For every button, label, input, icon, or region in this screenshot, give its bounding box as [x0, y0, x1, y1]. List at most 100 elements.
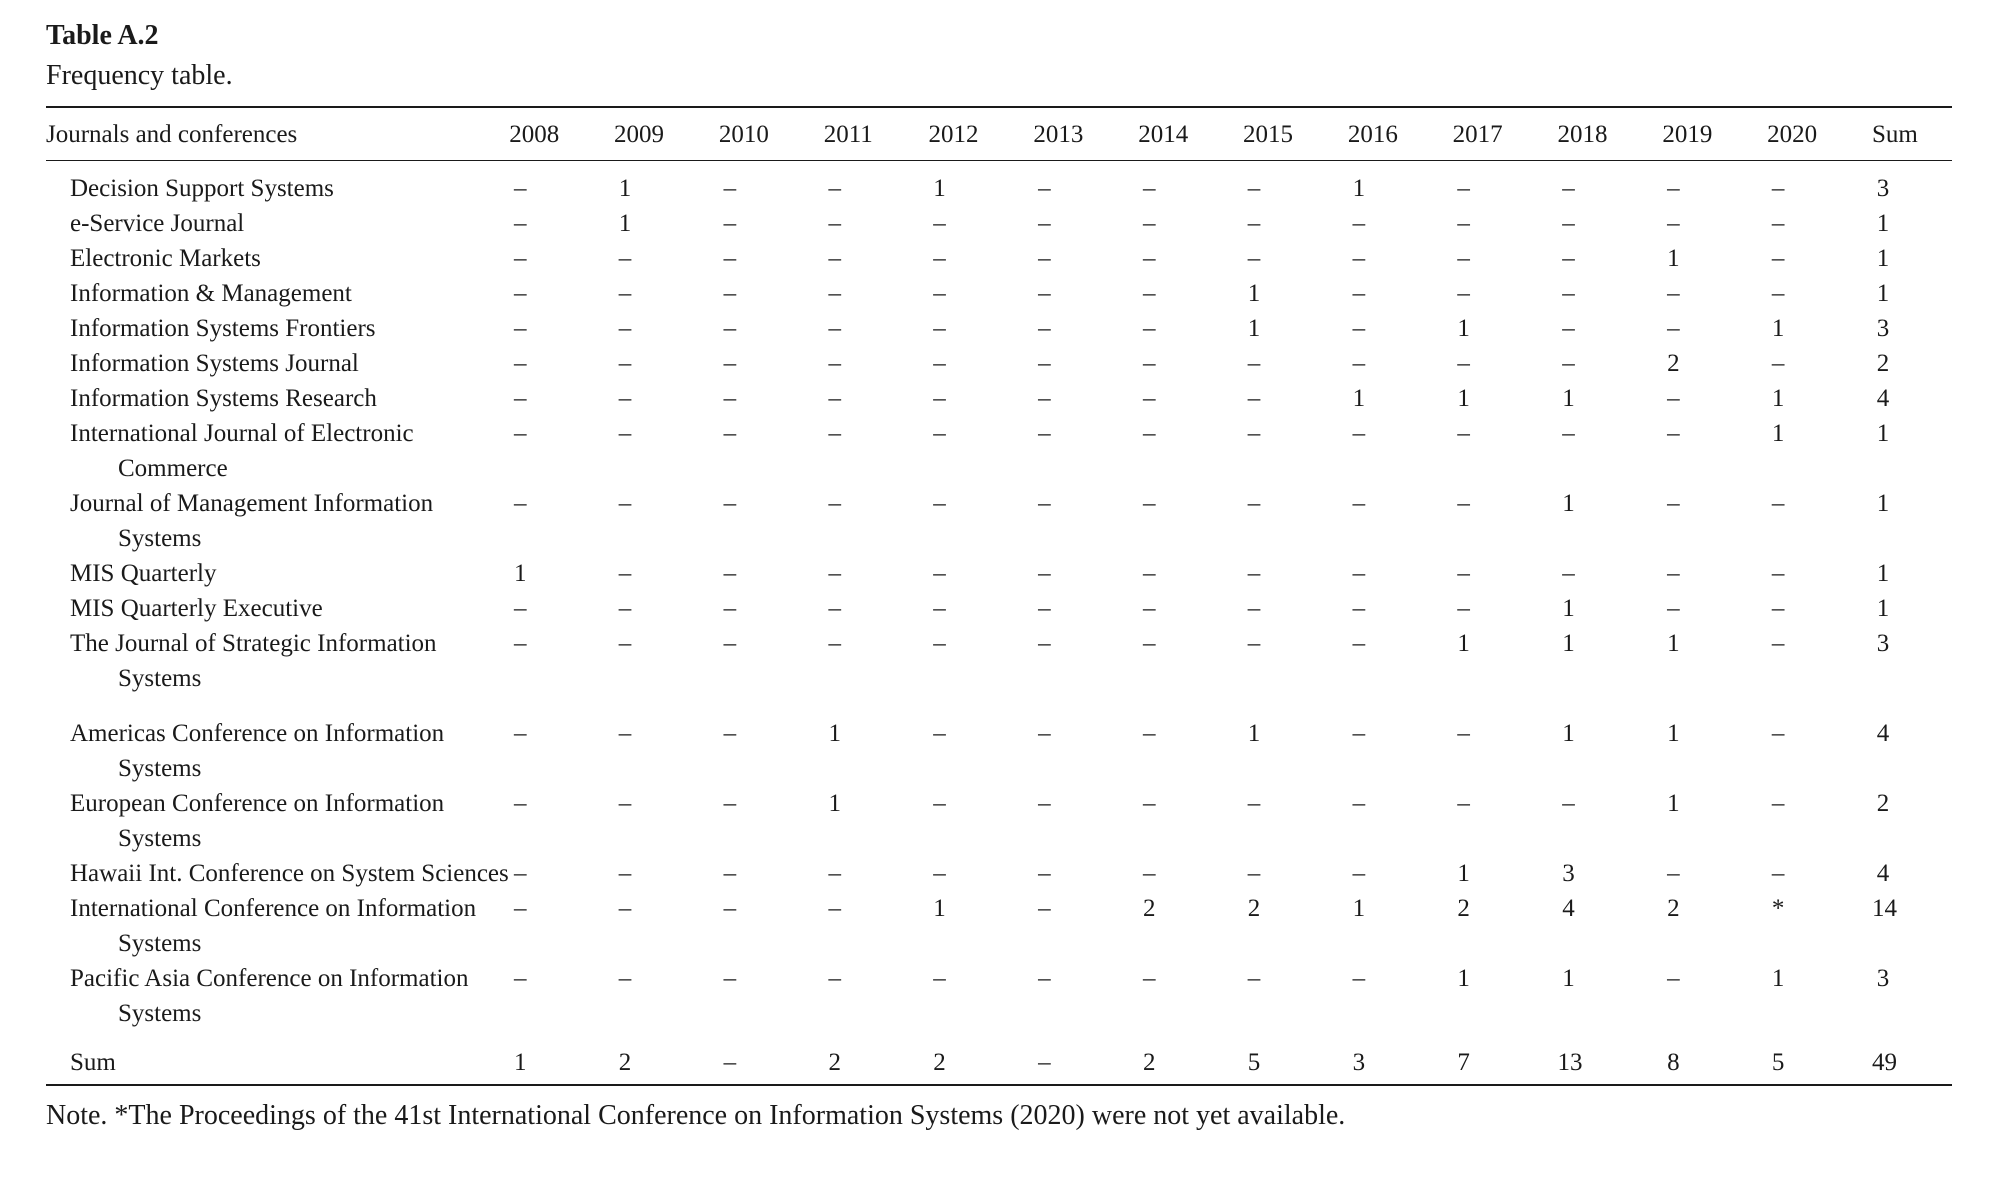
count-cell: –	[1247, 175, 1261, 202]
count-cell: –	[1247, 210, 1261, 237]
journal-row: Decision Support Systems – 1 – – 1 – – – 1 – – – – 3	[46, 161, 1952, 207]
count-cell: 7	[1457, 1049, 1470, 1076]
row-label: Journal of Management Information System…	[70, 490, 434, 552]
row-label: European Conference on Information Syste…	[70, 790, 445, 852]
count-cell: 1	[1352, 385, 1366, 412]
count-cell: –	[618, 280, 632, 307]
count-cell: –	[1142, 965, 1156, 992]
count-cell: 2	[933, 1049, 946, 1076]
count-cell: –	[723, 280, 737, 307]
count-cell: 1	[1247, 720, 1261, 747]
conference-row: European Conference on Information Syste…	[46, 786, 1952, 856]
header-year: 2011	[823, 106, 929, 161]
count-cell: –	[828, 895, 841, 922]
count-cell: –	[1352, 965, 1366, 992]
count-cell: –	[618, 720, 632, 747]
count-cell: –	[828, 595, 841, 622]
count-cell: –	[933, 490, 946, 517]
count-cell: 1	[828, 790, 841, 817]
row-label: Electronic Markets	[70, 245, 261, 272]
count-cell: –	[1142, 210, 1156, 237]
count-cell: –	[618, 350, 632, 377]
count-cell: –	[513, 595, 527, 622]
count-cell: –	[933, 965, 946, 992]
count-cell: –	[828, 245, 841, 272]
count-cell: –	[618, 420, 632, 447]
count-cell: –	[1038, 280, 1051, 307]
count-cell: 1	[1562, 595, 1575, 622]
count-cell: –	[1457, 210, 1470, 237]
count-cell: –	[513, 245, 527, 272]
count-cell: –	[1352, 595, 1366, 622]
count-cell: –	[1562, 315, 1575, 342]
sum-cell: 49	[1871, 1049, 1897, 1076]
count-cell: 3	[1562, 860, 1575, 887]
count-cell: –	[1038, 420, 1051, 447]
count-cell: 1	[1247, 280, 1261, 307]
count-cell: –	[1457, 595, 1470, 622]
table-body: Decision Support Systems – 1 – – 1 – – – 1 – – – – 3 e-…	[46, 161, 1952, 1086]
count-cell: –	[1771, 245, 1785, 272]
count-cell: –	[618, 595, 632, 622]
row-label: Information Systems Journal	[70, 350, 359, 377]
count-cell: 5	[1247, 1049, 1261, 1076]
count-cell: –	[1667, 315, 1680, 342]
header-year: 2016	[1347, 106, 1453, 161]
count-cell: –	[1142, 490, 1156, 517]
count-cell: 2	[1667, 350, 1680, 377]
count-cell: –	[723, 560, 737, 587]
count-cell: –	[618, 245, 632, 272]
count-cell: –	[618, 315, 632, 342]
count-cell: –	[618, 860, 632, 887]
count-cell: –	[933, 560, 946, 587]
count-cell: –	[618, 790, 632, 817]
count-cell: –	[723, 790, 737, 817]
header-label: Journals and conferences	[46, 106, 510, 161]
count-cell: –	[1667, 175, 1680, 202]
header-year: 2008	[509, 106, 615, 161]
count-cell: –	[723, 490, 737, 517]
count-cell: –	[1352, 420, 1366, 447]
count-cell: –	[1352, 245, 1366, 272]
count-cell: –	[828, 175, 841, 202]
journal-row: Information & Management – – – – – – – 1 – – – – – 1	[46, 276, 1952, 311]
count-cell: –	[1247, 790, 1261, 817]
journal-row: Information Systems Frontiers – – – – – – – 1 – 1 –…	[46, 311, 1952, 346]
count-cell: 2	[618, 1049, 632, 1076]
count-cell: –	[828, 560, 841, 587]
count-cell: –	[1142, 790, 1156, 817]
count-cell: 1	[1562, 490, 1575, 517]
count-cell: –	[828, 630, 841, 657]
count-cell: –	[1038, 315, 1051, 342]
count-cell: –	[513, 385, 527, 412]
count-cell: –	[1352, 210, 1366, 237]
count-cell: –	[513, 350, 527, 377]
sum-cell: 1	[1876, 490, 1890, 517]
count-cell: –	[828, 490, 841, 517]
row-label: Information & Management	[70, 280, 352, 307]
count-cell: –	[618, 895, 632, 922]
count-cell: –	[1562, 790, 1575, 817]
count-cell: 1	[618, 210, 632, 237]
header-year: 2014	[1138, 106, 1244, 161]
count-cell: –	[1771, 350, 1785, 377]
count-cell: –	[1667, 595, 1680, 622]
count-cell: –	[1771, 560, 1785, 587]
count-cell: 1	[513, 560, 527, 587]
sum-cell: 3	[1876, 315, 1890, 342]
count-cell: –	[513, 630, 527, 657]
count-cell: –	[513, 210, 527, 237]
count-cell: –	[1667, 210, 1680, 237]
table-title: Table A.2	[46, 20, 159, 51]
count-cell: –	[513, 490, 527, 517]
row-label: International Conference on Information …	[70, 895, 477, 957]
count-cell: –	[1247, 490, 1261, 517]
count-cell: –	[1038, 790, 1051, 817]
count-cell: –	[1667, 560, 1680, 587]
count-cell: –	[1142, 420, 1156, 447]
count-cell: 1	[618, 175, 632, 202]
count-cell: –	[513, 860, 527, 887]
journal-row: MIS Quarterly 1 – – – – – – – – – – – – 1	[46, 556, 1952, 591]
count-cell: –	[1038, 175, 1051, 202]
count-cell: –	[1562, 175, 1575, 202]
